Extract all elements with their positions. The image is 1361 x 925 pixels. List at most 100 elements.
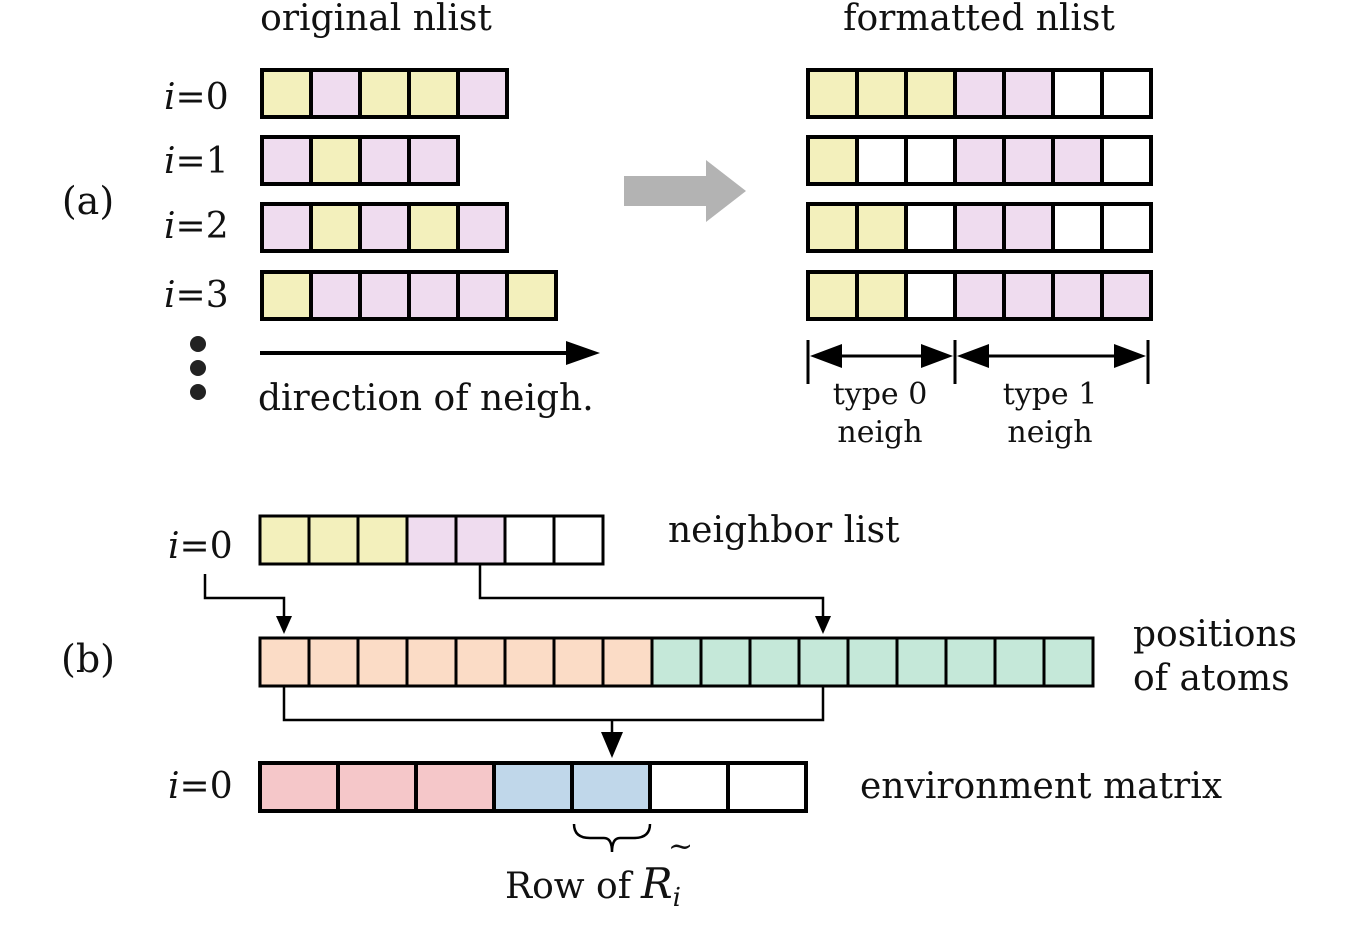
neighbor-list-cells (258, 514, 605, 566)
type-brackets (806, 340, 1150, 384)
formatted-row-0-white-cell (1051, 68, 1104, 119)
original-row-1-purple-cell (407, 135, 460, 186)
formatted-nlist (806, 68, 1153, 321)
row-label-0: i=0 (164, 77, 229, 118)
position-green-cell (993, 636, 1046, 688)
row-label-3: i=3 (164, 275, 229, 316)
position-green-cell (748, 636, 801, 688)
positions-cells (258, 636, 1095, 688)
position-orange-cell (405, 636, 458, 688)
row-index-labels: i=0 i=1 i=2 i=3 (164, 77, 229, 316)
formatted-row-1-yellow-cell (806, 135, 859, 186)
formatted-row-2-yellow-cell (855, 202, 908, 253)
row-of-label: Row of Ri (505, 859, 681, 913)
formatted-row-3-yellow-cell (806, 270, 859, 321)
env-matrix-red-cell (336, 761, 418, 813)
row-brace (572, 823, 652, 853)
position-orange-cell (503, 636, 556, 688)
original-row-0-yellow-cell (358, 68, 411, 119)
formatted-row-2-yellow-cell (806, 202, 859, 253)
formatted-row-2-white-cell (904, 202, 957, 253)
row-label-1: i=1 (164, 141, 229, 182)
position-green-cell (1042, 636, 1095, 688)
formatted-row-2-white-cell (1100, 202, 1153, 253)
original-row-1-purple-cell (260, 135, 313, 186)
environment-matrix-cells (258, 761, 808, 813)
type1-label-line1: type 1 (1003, 377, 1098, 412)
position-green-cell (944, 636, 997, 688)
neighbor-white-cell (552, 514, 605, 566)
position-green-cell (650, 636, 703, 688)
original-row-3-yellow-cell (505, 270, 558, 321)
formatted-row-3-purple-cell (953, 270, 1006, 321)
original-row-3-purple-cell (456, 270, 509, 321)
neighbor-yellow-cell (258, 514, 311, 566)
formatted-row-1-white-cell (1100, 135, 1153, 186)
direction-arrow (260, 341, 600, 365)
env-matrix-blue-cell (570, 761, 652, 813)
env-matrix-red-cell (414, 761, 496, 813)
position-orange-cell (356, 636, 409, 688)
original-row-2-yellow-cell (407, 202, 460, 253)
original-row-0-yellow-cell (260, 68, 313, 119)
formatted-row-2-purple-cell (953, 202, 1006, 253)
env-matrix-white-cell (648, 761, 730, 813)
original-row-3-purple-cell (309, 270, 362, 321)
neighbor-yellow-cell (307, 514, 360, 566)
original-row-1-purple-cell (358, 135, 411, 186)
formatted-row-0-yellow-cell (855, 68, 908, 119)
original-row-0-purple-cell (309, 68, 362, 119)
original-row-3-purple-cell (407, 270, 460, 321)
formatted-row-1-purple-cell (953, 135, 1006, 186)
formatted-row-3-yellow-cell (855, 270, 908, 321)
positions-label-line2: of atoms (1133, 658, 1290, 699)
ellipsis-dots (190, 336, 206, 400)
position-orange-cell (454, 636, 507, 688)
neighbor-to-position-arrows (203, 564, 831, 634)
formatted-row-0-purple-cell (953, 68, 1006, 119)
neighbor-purple-cell (405, 514, 458, 566)
env-matrix-white-cell (726, 761, 808, 813)
formatted-row-1-white-cell (904, 135, 957, 186)
direction-label: direction of neigh. (258, 378, 594, 419)
formatted-row-3-purple-cell (1002, 270, 1055, 321)
neighbor-list-row-label: i=0 (168, 526, 233, 567)
original-row-0-yellow-cell (407, 68, 460, 119)
row-label-2: i=2 (164, 206, 229, 247)
formatted-nlist-title: formatted nlist (843, 0, 1115, 39)
formatted-row-0-yellow-cell (904, 68, 957, 119)
panel-a-label: (a) (62, 179, 114, 223)
formatted-row-1-purple-cell (1051, 135, 1104, 186)
formatted-row-0-yellow-cell (806, 68, 859, 119)
original-row-2-purple-cell (358, 202, 411, 253)
original-row-0-purple-cell (456, 68, 509, 119)
positions-label-line1: positions (1133, 614, 1297, 655)
position-green-cell (895, 636, 948, 688)
panel-b-label: (b) (61, 637, 115, 681)
neighbor-yellow-cell (356, 514, 409, 566)
position-green-cell (699, 636, 752, 688)
formatted-row-2-purple-cell (1002, 202, 1055, 253)
original-nlist-title: original nlist (260, 0, 492, 39)
transform-arrow (624, 160, 746, 222)
formatted-row-3-purple-cell (1051, 270, 1104, 321)
panel-b: (b) i=0 neighbor list positions of atoms… (61, 510, 1297, 913)
panel-a: (a) original nlist formatted nlist i=0 i… (62, 0, 1153, 450)
type0-label-line2: neigh (837, 415, 922, 450)
position-green-cell (797, 636, 850, 688)
position-orange-cell (258, 636, 311, 688)
position-orange-cell (307, 636, 360, 688)
env-matrix-row-label: i=0 (168, 766, 233, 807)
env-matrix-red-cell (258, 761, 340, 813)
original-row-3-purple-cell (358, 270, 411, 321)
original-row-3-yellow-cell (260, 270, 313, 321)
formatted-row-3-white-cell (904, 270, 957, 321)
positions-to-env-arrow (282, 686, 825, 758)
environment-matrix-label: environment matrix (860, 766, 1222, 807)
formatted-row-3-purple-cell (1100, 270, 1153, 321)
position-orange-cell (601, 636, 654, 688)
tilde-mark: ~ (668, 829, 693, 864)
original-row-2-purple-cell (456, 202, 509, 253)
original-row-2-yellow-cell (309, 202, 362, 253)
